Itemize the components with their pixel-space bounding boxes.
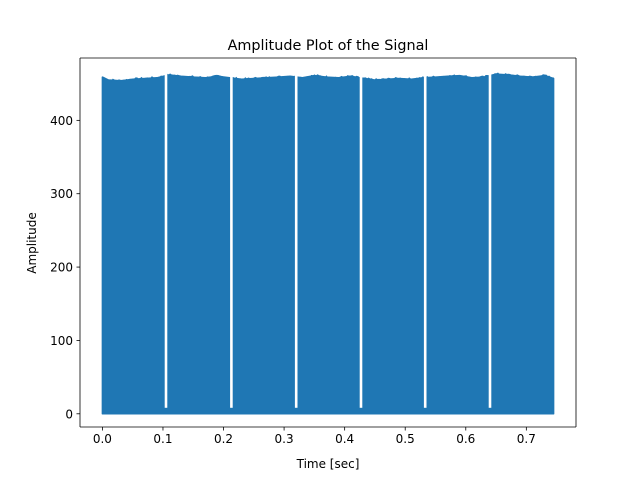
y-tick-label: 100 (50, 334, 73, 348)
series-0-peak-edge (102, 72, 554, 83)
y-tick-label: 200 (50, 261, 73, 275)
x-tick-label: 0.5 (396, 432, 415, 446)
signal-gap-5 (488, 68, 492, 408)
signal-gap-1 (230, 68, 233, 408)
plot-area (101, 68, 555, 415)
x-tick-label: 0.2 (214, 432, 233, 446)
chart-title: Amplitude Plot of the Signal (228, 38, 429, 54)
x-tick-label: 0.3 (275, 432, 294, 446)
x-axis-label: Time [sec] (296, 457, 360, 471)
signal-gap-3 (359, 68, 363, 408)
x-tick-label: 0.4 (335, 432, 354, 446)
axes: 0.0 0.1 0.2 0.3 0.4 0.5 0.6 0.7 0 100 200 300 400 (50, 57, 577, 446)
y-tick-label: 400 (50, 114, 73, 128)
y-tick-label: 300 (50, 187, 73, 201)
signal-gap-0 (164, 68, 168, 408)
signal-gap-4 (423, 68, 427, 408)
series-0-signal (101, 73, 555, 415)
x-tick-label: 0.1 (153, 432, 172, 446)
y-tick-label: 0 (65, 407, 73, 421)
y-axis-label: Amplitude (25, 212, 39, 274)
x-tick-label: 0.7 (517, 432, 536, 446)
signal-gap-2 (294, 68, 298, 408)
x-tick-label: 0.0 (93, 432, 112, 446)
x-tick-label: 0.6 (456, 432, 475, 446)
